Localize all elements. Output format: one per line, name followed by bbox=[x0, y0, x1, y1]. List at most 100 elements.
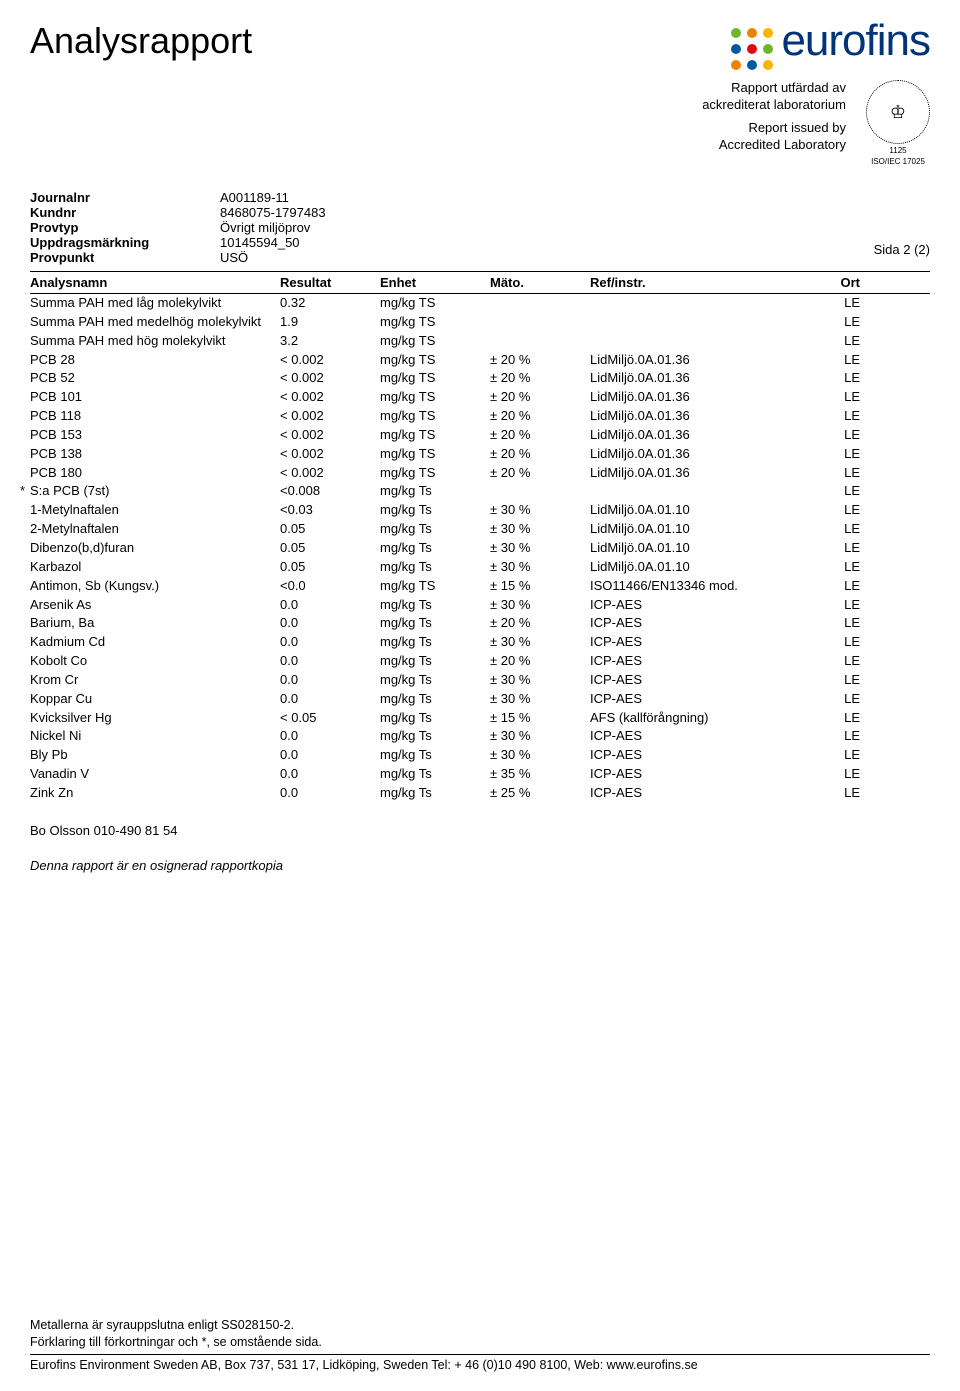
meta-value: A001189-11 bbox=[220, 190, 930, 205]
cell-mato: ± 20 % bbox=[490, 388, 590, 407]
table-row: Kadmium Cd0.0mg/kg Ts± 30 %ICP-AESLE bbox=[30, 633, 930, 652]
table-header: Analysnamn Resultat Enhet Mäto. Ref/inst… bbox=[30, 271, 930, 294]
cell-mato: ± 30 % bbox=[490, 596, 590, 615]
crown-icon: ♔ bbox=[890, 102, 906, 123]
cell-ref: LidMiljö.0A.01.36 bbox=[590, 445, 810, 464]
cell-ref bbox=[590, 482, 810, 501]
cell-ort: LE bbox=[810, 388, 860, 407]
cell-ref: LidMiljö.0A.01.36 bbox=[590, 407, 810, 426]
cell-mato: ± 25 % bbox=[490, 784, 590, 803]
cell-unit: mg/kg TS bbox=[380, 426, 490, 445]
cell-ort: LE bbox=[810, 558, 860, 577]
meta-label: Kundnr bbox=[30, 205, 220, 220]
table-row: 2-Metylnaftalen0.05mg/kg Ts± 30 %LidMilj… bbox=[30, 520, 930, 539]
cell-ort: LE bbox=[810, 482, 860, 501]
meta-value: Övrigt miljöprov bbox=[220, 220, 930, 235]
cell-ort: LE bbox=[810, 633, 860, 652]
cell-result: 0.0 bbox=[280, 671, 380, 690]
cell-mato bbox=[490, 294, 590, 313]
cell-ref: ISO11466/EN13346 mod. bbox=[590, 577, 810, 596]
cell-mato bbox=[490, 482, 590, 501]
cell-mato: ± 20 % bbox=[490, 351, 590, 370]
table-row: PCB 138< 0.002mg/kg TS± 20 %LidMiljö.0A.… bbox=[30, 445, 930, 464]
cell-unit: mg/kg TS bbox=[380, 577, 490, 596]
logo-dot bbox=[731, 60, 741, 70]
cell-ref: ICP-AES bbox=[590, 784, 810, 803]
table-row: Kobolt Co0.0mg/kg Ts± 20 %ICP-AESLE bbox=[30, 652, 930, 671]
cell-mato: ± 30 % bbox=[490, 501, 590, 520]
cell-name: Zink Zn bbox=[30, 784, 280, 803]
table-row: Nickel Ni0.0mg/kg Ts± 30 %ICP-AESLE bbox=[30, 727, 930, 746]
star-marker bbox=[20, 558, 30, 577]
col-header-name: Analysnamn bbox=[30, 275, 280, 290]
metadata-block: JournalnrA001189-11 Kundnr8468075-179748… bbox=[30, 190, 930, 265]
cell-result: 0.0 bbox=[280, 596, 380, 615]
table-row: Summa PAH med hög molekylvikt3.2mg/kg TS… bbox=[30, 332, 930, 351]
meta-label: Journalnr bbox=[30, 190, 220, 205]
logo-dot bbox=[763, 44, 773, 54]
cell-result: 0.05 bbox=[280, 520, 380, 539]
cell-mato: ± 30 % bbox=[490, 539, 590, 558]
cell-name: Karbazol bbox=[30, 558, 280, 577]
star-marker bbox=[20, 709, 30, 728]
cell-mato: ± 30 % bbox=[490, 558, 590, 577]
cell-ref: ICP-AES bbox=[590, 746, 810, 765]
cell-ort: LE bbox=[810, 501, 860, 520]
cell-result: < 0.002 bbox=[280, 388, 380, 407]
cell-result: <0.0 bbox=[280, 577, 380, 596]
logo-dot bbox=[747, 60, 757, 70]
cell-name: S:a PCB (7st) bbox=[30, 482, 280, 501]
cell-name: Kvicksilver Hg bbox=[30, 709, 280, 728]
cell-mato: ± 20 % bbox=[490, 464, 590, 483]
cell-result: < 0.002 bbox=[280, 426, 380, 445]
cell-unit: mg/kg Ts bbox=[380, 520, 490, 539]
eurofins-logo: eurofins bbox=[731, 16, 930, 70]
star-marker bbox=[20, 596, 30, 615]
meta-value: 10145594_50 bbox=[220, 235, 930, 250]
star-marker bbox=[20, 614, 30, 633]
cell-ref: LidMiljö.0A.01.10 bbox=[590, 539, 810, 558]
table-row: PCB 180< 0.002mg/kg TS± 20 %LidMiljö.0A.… bbox=[30, 464, 930, 483]
cell-ref: ICP-AES bbox=[590, 727, 810, 746]
table-row: Karbazol0.05mg/kg Ts± 30 %LidMiljö.0A.01… bbox=[30, 558, 930, 577]
table-row: Dibenzo(b,d)furan0.05mg/kg Ts± 30 %LidMi… bbox=[30, 539, 930, 558]
star-marker: * bbox=[20, 482, 30, 501]
cell-mato: ± 35 % bbox=[490, 765, 590, 784]
cell-unit: mg/kg Ts bbox=[380, 596, 490, 615]
issued-line: Rapport utfärdad av bbox=[702, 80, 846, 97]
cell-ort: LE bbox=[810, 351, 860, 370]
col-header-ref: Ref/instr. bbox=[590, 275, 810, 290]
cell-name: Dibenzo(b,d)furan bbox=[30, 539, 280, 558]
unsigned-note: Denna rapport är en osignerad rapportkop… bbox=[30, 858, 930, 873]
cell-unit: mg/kg Ts bbox=[380, 558, 490, 577]
cell-name: PCB 52 bbox=[30, 369, 280, 388]
cell-ort: LE bbox=[810, 539, 860, 558]
logo-dot bbox=[763, 28, 773, 38]
cell-ref: LidMiljö.0A.01.10 bbox=[590, 558, 810, 577]
cell-name: Kobolt Co bbox=[30, 652, 280, 671]
cell-mato: ± 20 % bbox=[490, 369, 590, 388]
cell-ort: LE bbox=[810, 294, 860, 313]
cell-ort: LE bbox=[810, 614, 860, 633]
accred-number: 1125 bbox=[866, 146, 930, 155]
star-marker bbox=[20, 351, 30, 370]
cell-ref: LidMiljö.0A.01.36 bbox=[590, 464, 810, 483]
cell-result: 0.0 bbox=[280, 614, 380, 633]
col-header-mato: Mäto. bbox=[490, 275, 590, 290]
table-row: Summa PAH med medelhög molekylvikt1.9mg/… bbox=[30, 313, 930, 332]
star-marker bbox=[20, 690, 30, 709]
star-marker bbox=[20, 633, 30, 652]
table-row: 1-Metylnaftalen<0.03mg/kg Ts± 30 %LidMil… bbox=[30, 501, 930, 520]
star-marker bbox=[20, 520, 30, 539]
cell-unit: mg/kg Ts bbox=[380, 652, 490, 671]
cell-ort: LE bbox=[810, 445, 860, 464]
contact-line: Bo Olsson 010-490 81 54 bbox=[30, 823, 930, 838]
table-row: Barium, Ba0.0mg/kg Ts± 20 %ICP-AESLE bbox=[30, 614, 930, 633]
cell-unit: mg/kg TS bbox=[380, 369, 490, 388]
cell-mato: ± 15 % bbox=[490, 577, 590, 596]
cell-mato: ± 30 % bbox=[490, 690, 590, 709]
star-marker bbox=[20, 407, 30, 426]
cell-name: Bly Pb bbox=[30, 746, 280, 765]
star-marker bbox=[20, 577, 30, 596]
cell-mato: ± 20 % bbox=[490, 614, 590, 633]
